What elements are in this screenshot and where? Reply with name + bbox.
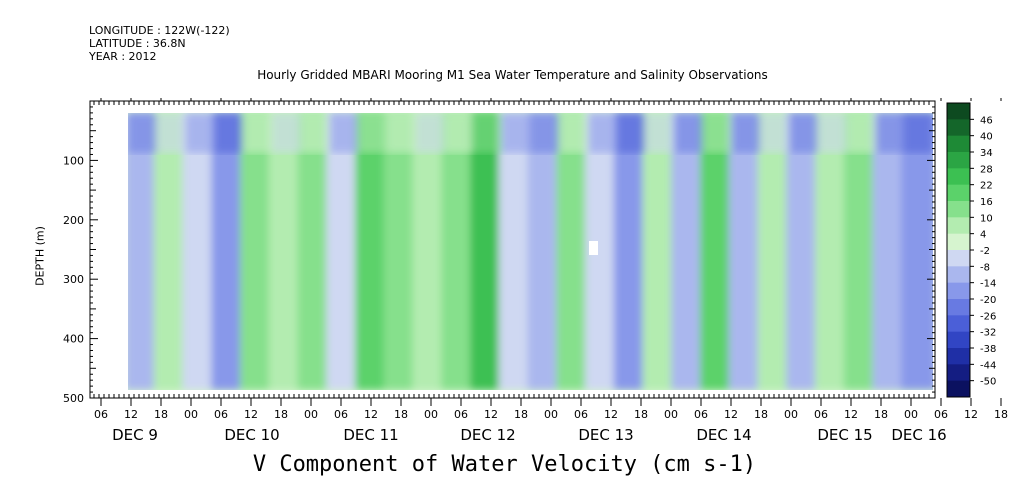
colorbar-tick-label: -2: [980, 246, 990, 257]
x-hour-tick-label: 00: [424, 408, 438, 421]
x-day-label: DEC 14: [696, 426, 751, 444]
colorbar-swatch: [947, 266, 970, 284]
x-hour-tick-label: 12: [364, 408, 378, 421]
x-hour-tick-label: 18: [874, 408, 888, 421]
colorbar-tick-label: 22: [980, 181, 993, 192]
x-hour-tick-label: 00: [904, 408, 918, 421]
colorbar-tick-label: -8: [980, 262, 990, 273]
y-tick-label: 500: [63, 392, 84, 405]
x-hour-tick-label: 12: [124, 408, 138, 421]
x-hour-tick-label: 00: [184, 408, 198, 421]
x-hour-tick-label: 00: [664, 408, 678, 421]
colorbar-tick-label: -20: [980, 295, 996, 306]
x-day-label: DEC 15: [817, 426, 872, 444]
x-hour-tick-label: 06: [454, 408, 468, 421]
missing-data-patch: [589, 241, 598, 255]
colorbar-tick-label: -32: [980, 328, 996, 339]
y-tick-label: 300: [63, 273, 84, 286]
x-hour-tick-label: 12: [244, 408, 258, 421]
x-hour-tick-label: 06: [214, 408, 228, 421]
colorbar-swatch: [947, 233, 970, 251]
colorbar-tick-label: -14: [980, 279, 996, 290]
x-day-label: DEC 13: [578, 426, 633, 444]
colorbar-swatch: [947, 331, 970, 349]
colorbar-tick-label: -50: [980, 377, 996, 388]
x-day-label: DEC 11: [343, 426, 398, 444]
chart-title: Hourly Gridded MBARI Mooring M1 Sea Wate…: [257, 68, 768, 82]
colorbar: 46 40 34 28 22 16 10 4 -2 -8 -14 -20 -26 -32 -38 -44 -50: [946, 102, 996, 398]
x-hour-tick-label: 18: [754, 408, 768, 421]
year-label: YEAR : 2012: [89, 50, 157, 63]
surface-band: [128, 113, 933, 153]
x-hour-tick-label: 06: [334, 408, 348, 421]
x-day-label: DEC 10: [224, 426, 279, 444]
colorbar-tick-label: 28: [980, 164, 993, 175]
colorbar-swatch: [947, 168, 970, 186]
colorbar-swatch: [947, 380, 970, 398]
colorbar-tick-label: 16: [980, 197, 993, 208]
colorbar-swatch: [947, 364, 970, 382]
colorbar-swatch: [947, 135, 970, 153]
x-hour-tick-label: 00: [304, 408, 318, 421]
colorbar-swatch: [947, 152, 970, 169]
x-day-label: DEC 16: [891, 426, 946, 444]
colorbar-swatch: [947, 282, 970, 300]
colorbar-swatch: [947, 348, 970, 365]
colorbar-tick-label: 40: [980, 132, 993, 143]
x-day-label: DEC 12: [460, 426, 515, 444]
x-hour-tick-label: 12: [964, 408, 978, 421]
heatmap-field: [128, 113, 933, 390]
y-axis-label: DEPTH (m): [33, 226, 47, 286]
x-day-label: DEC 9: [112, 426, 158, 444]
y-tick-label: 200: [63, 214, 84, 227]
colorbar-swatch: [947, 217, 970, 235]
axes: 06 12 18 00 06 12 18 00 06 12 18 00 06 12 18 00 06 12 18 00…: [63, 98, 1008, 444]
colorbar-tick-label: -44: [980, 360, 996, 371]
x-hour-tick-label: 12: [604, 408, 618, 421]
colorbar-swatch: [947, 315, 970, 333]
heat-column-27: [901, 113, 933, 390]
colorbar-tick-label: 4: [980, 230, 986, 241]
x-hour-tick-label: 06: [574, 408, 588, 421]
latitude-label: LATITUDE : 36.8N: [89, 37, 186, 50]
x-hour-tick-label: 06: [94, 408, 108, 421]
x-hour-tick-label: 06: [814, 408, 828, 421]
colorbar-tick-label: 46: [980, 115, 993, 126]
x-hour-tick-label: 00: [544, 408, 558, 421]
x-hour-tick-label: 12: [844, 408, 858, 421]
colorbar-swatch: [947, 119, 970, 137]
x-axis-label: V Component of Water Velocity (cm s-1): [252, 452, 757, 477]
y-tick-label: 400: [63, 333, 84, 346]
colorbar-swatch: [947, 184, 970, 202]
x-hour-tick-label: 18: [154, 408, 168, 421]
colorbar-swatch: [947, 201, 970, 218]
colorbar-swatch: [947, 103, 970, 120]
colorbar-tick-label: -38: [980, 344, 996, 355]
x-hour-tick-label: 18: [394, 408, 408, 421]
heatmap-cells: [128, 113, 933, 390]
longitude-label: LONGITUDE : 122W(-122): [89, 24, 230, 37]
colorbar-swatch: [947, 299, 970, 316]
colorbar-tick-label: 10: [980, 213, 993, 224]
colorbar-tick-label: -26: [980, 311, 996, 322]
x-hour-tick-label: 18: [274, 408, 288, 421]
y-tick-label: 100: [63, 154, 84, 167]
x-hour-tick-label: 06: [934, 408, 948, 421]
x-hour-tick-label: 12: [724, 408, 738, 421]
x-hour-tick-label: 06: [694, 408, 708, 421]
colorbar-tick-label: 34: [980, 148, 993, 159]
x-hour-tick-label: 12: [484, 408, 498, 421]
x-hour-tick-label: 18: [634, 408, 648, 421]
x-hour-tick-label: 00: [784, 408, 798, 421]
x-hour-tick-label: 18: [994, 408, 1008, 421]
x-hour-tick-label: 18: [514, 408, 528, 421]
colorbar-swatch: [947, 250, 970, 267]
